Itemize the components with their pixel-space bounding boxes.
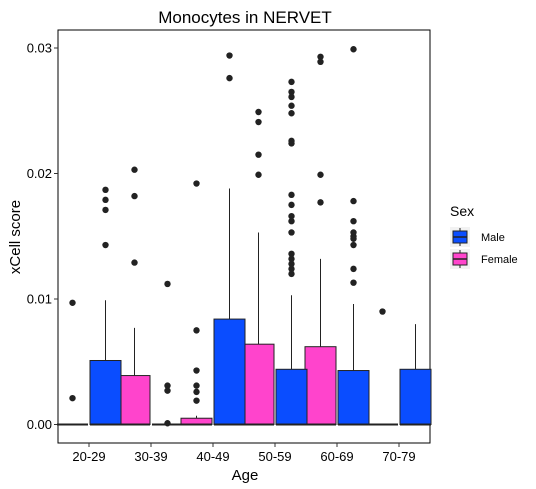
x-tick-label: 30-39 — [134, 449, 167, 464]
box-male-40-49 — [213, 52, 246, 426]
outlier-point — [288, 191, 295, 199]
outlier-point — [288, 250, 295, 258]
outlier-point — [288, 260, 295, 268]
outlier-point — [193, 382, 200, 389]
outlier-point — [164, 387, 171, 394]
box-male-50-59 — [275, 78, 308, 426]
box-female-20-29 — [57, 299, 88, 426]
legend-key-female — [450, 249, 470, 269]
outlier-point — [193, 388, 200, 396]
outlier-point — [255, 118, 262, 126]
outlier-point — [255, 151, 262, 158]
outlier-point — [288, 78, 295, 86]
outlier-point — [288, 102, 295, 109]
x-tick-label: 70-79 — [382, 449, 415, 464]
x-tick-label: 60-69 — [320, 449, 353, 464]
outlier-point — [164, 280, 171, 288]
box-body — [242, 343, 275, 425]
x-tick-label: 50-59 — [258, 449, 291, 464]
outlier-point — [350, 229, 357, 236]
outlier-point — [255, 108, 262, 116]
outlier-point — [102, 241, 109, 249]
outlier-point — [379, 308, 386, 315]
outlier-point — [288, 212, 295, 220]
outlier-point — [288, 255, 295, 263]
box-female-50-59 — [242, 108, 275, 426]
outlier-point — [164, 420, 171, 427]
y-tick-label: 0.00 — [27, 417, 52, 432]
outlier-point — [164, 382, 171, 389]
outlier-point — [317, 53, 324, 60]
outlier-point — [131, 259, 138, 266]
box-groups — [57, 46, 432, 427]
chart-title: Monocytes in NERVET — [158, 8, 332, 27]
box-female-40-49 — [180, 180, 213, 426]
outlier-point — [350, 241, 357, 249]
box-body — [304, 346, 337, 425]
box-female-70-79 — [367, 308, 398, 426]
outlier-point — [350, 279, 357, 286]
box-body — [337, 370, 370, 426]
box-body — [399, 368, 432, 425]
outlier-point — [350, 265, 357, 273]
outlier-point — [288, 201, 295, 209]
x-axis-title: Age — [232, 467, 259, 484]
x-tick-label: 20-29 — [72, 449, 105, 464]
outlier-point — [131, 166, 138, 173]
outlier-point — [288, 93, 295, 101]
y-tick-label: 0.03 — [27, 41, 52, 56]
outlier-point — [288, 137, 295, 145]
outlier-point — [288, 110, 295, 117]
legend: Sex Male Female — [450, 203, 518, 269]
outlier-point — [350, 197, 357, 205]
outlier-point — [102, 196, 109, 204]
legend-label-female: Female — [481, 254, 518, 266]
outlier-point — [102, 206, 109, 214]
box-male-60-69 — [337, 46, 370, 426]
outlier-point — [317, 171, 324, 178]
box-female-60-69 — [304, 53, 337, 426]
box-male-70-79 — [399, 324, 432, 426]
y-tick-label: 0.01 — [27, 292, 52, 307]
outlier-point — [131, 192, 138, 200]
outlier-point — [69, 299, 76, 306]
outlier-point — [317, 199, 324, 206]
outlier-point — [102, 186, 109, 194]
y-tick-label: 0.02 — [27, 166, 52, 181]
x-axis: 20-29 30-39 40-49 50-59 60-69 70-79 — [72, 443, 416, 464]
box-body — [213, 318, 246, 425]
outlier-point — [193, 397, 200, 404]
outlier-point — [317, 58, 324, 66]
outlier-point — [288, 217, 295, 225]
box-male-30-39 — [152, 280, 183, 427]
y-axis: 0.00 0.01 0.02 0.03 — [27, 41, 58, 432]
box-body — [118, 375, 151, 425]
legend-key-male — [450, 227, 470, 247]
box-body — [89, 359, 122, 425]
outlier-point — [193, 367, 200, 374]
outlier-point — [193, 180, 200, 187]
box-male-20-29 — [89, 186, 122, 426]
outlier-point — [69, 394, 76, 402]
outlier-point — [288, 270, 295, 278]
box-body — [275, 368, 308, 425]
outlier-point — [255, 171, 262, 178]
outlier-point — [350, 46, 357, 53]
legend-title: Sex — [450, 203, 474, 219]
legend-label-male: Male — [481, 232, 505, 244]
outlier-point — [288, 88, 295, 96]
x-tick-label: 40-49 — [196, 449, 229, 464]
y-axis-title: xCell score — [7, 200, 24, 274]
outlier-point — [288, 265, 295, 273]
outlier-point — [193, 327, 200, 334]
outlier-point — [226, 74, 233, 82]
outlier-point — [226, 52, 233, 59]
outlier-point — [288, 229, 295, 236]
outlier-point — [350, 217, 357, 225]
